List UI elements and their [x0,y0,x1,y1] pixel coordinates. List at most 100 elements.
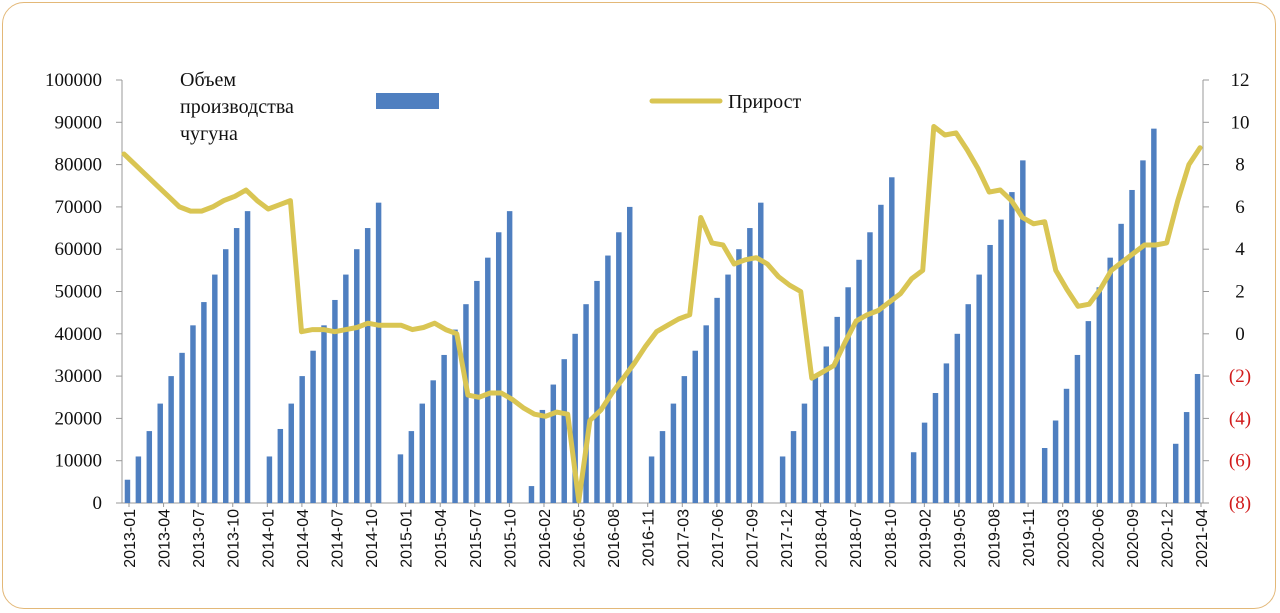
bar-volume [495,232,502,503]
right-tick-label: 8 [1235,155,1245,176]
left-tick-label: 100000 [45,70,102,91]
bar-volume [1041,448,1048,503]
x-tick-label: 2018-10 [883,509,900,568]
x-tick-label: 2014-04 [295,509,312,568]
bar-volume [867,232,873,503]
bar-volume [1063,388,1070,503]
bar-volume [1151,128,1157,503]
bar-volume [550,384,557,503]
x-tick-label: 2017-06 [710,509,727,568]
x-tick-label: 2016-05 [572,509,589,568]
right-tick-label: 4 [1235,239,1245,260]
x-tick-label: 2017-03 [675,509,692,568]
bar-volume [474,280,480,503]
bar-volume [714,297,720,503]
bar-volume [965,304,971,503]
bar-volume [976,274,982,503]
left-tick-label: 80000 [55,155,103,176]
legend-bar-label: Объем [180,69,236,91]
bar-volume [1107,257,1113,503]
x-tick-label: 2018-04 [814,509,831,568]
bar-volume [812,376,819,503]
bar-volume [288,403,294,503]
bar-volume [725,274,731,503]
bar-volume [889,177,895,504]
x-tick-label: 2015-10 [502,509,519,568]
bar-volume [212,274,218,503]
bar-volume [779,456,786,503]
bar-volume [419,403,426,503]
bar-volume [1096,287,1102,503]
x-tick-label: 2020-12 [1159,509,1176,568]
bar-volume [856,259,862,503]
bar-volume [1129,189,1135,504]
left-tick-label: 0 [93,493,103,514]
bar-volume [801,403,808,503]
x-tick-label: 2019-08 [987,509,1004,568]
bar-volume [124,479,131,503]
left-tick-label: 30000 [55,366,103,387]
bar-volume [572,333,578,503]
left-tick-label: 60000 [55,239,103,260]
x-tick-label: 2015-01 [399,509,416,568]
bar-volume [616,232,622,503]
bar-volume [910,452,917,503]
left-tick-label: 10000 [55,451,103,472]
bar-volume [1074,354,1081,503]
x-tick-label: 2021-04 [1194,509,1211,568]
growth-line [121,124,1203,504]
x-tick-label: 2015-07 [468,509,485,568]
x-tick-label: 2013-07 [191,509,208,568]
x-tick-label: 2014-01 [260,509,277,568]
bar-volume [747,228,753,504]
right-tick-label: (2) [1229,366,1251,387]
x-tick-label: 2017-12 [779,509,796,568]
x-tick-label: 2015-04 [433,509,450,568]
right-tick-label: (8) [1229,493,1251,514]
bar-volume [681,376,688,503]
left-tick-label: 40000 [55,324,103,345]
right-tick-label: 2 [1235,282,1245,303]
left-tick-label: 90000 [55,112,103,133]
x-tick-label: 2014-10 [364,509,381,568]
right-tick-label: 6 [1235,197,1245,218]
bar-volume [179,352,185,503]
left-tick-label: 70000 [55,197,103,218]
bar-volume [223,249,229,503]
x-tick-label: 2016-08 [606,509,623,568]
bar-volume [485,257,491,503]
x-tick-label: 2020-03 [1056,509,1073,568]
x-tick-label: 2016-11 [641,509,658,567]
bar-volume [201,302,207,503]
right-tick-label: 10 [1231,112,1250,133]
bar-volume [845,287,851,503]
left-tick-label: 20000 [55,408,103,429]
legend-line-label: Прирост [728,91,802,113]
bar-volume [1020,160,1026,503]
bar-volume [1052,420,1059,503]
legend-bar-label: производства [180,96,294,118]
x-tick-label: 2013-01 [122,509,139,568]
bar-volume [648,456,655,503]
left-tick-label: 50000 [55,282,103,303]
bar-volume [703,325,709,503]
bar-volume [1140,160,1146,503]
bar-volume [441,354,447,503]
right-tick-label: 0 [1235,324,1245,345]
bar-volume [266,456,273,503]
bar-volume [452,329,458,503]
bar-volume [146,431,153,503]
bar-volume [670,403,677,503]
bar-volume [932,393,939,503]
bar-volume [190,325,196,503]
x-tick-label: 2019-11 [1021,509,1038,567]
x-tick-label: 2019-02 [917,509,934,568]
bar-volume [1085,321,1092,503]
bar-volume [354,249,360,503]
bar-volume [277,428,284,503]
bar-volume [790,431,797,503]
legend-box [130,66,830,152]
right-tick-label: 12 [1231,70,1250,91]
bar-volume [343,274,349,503]
